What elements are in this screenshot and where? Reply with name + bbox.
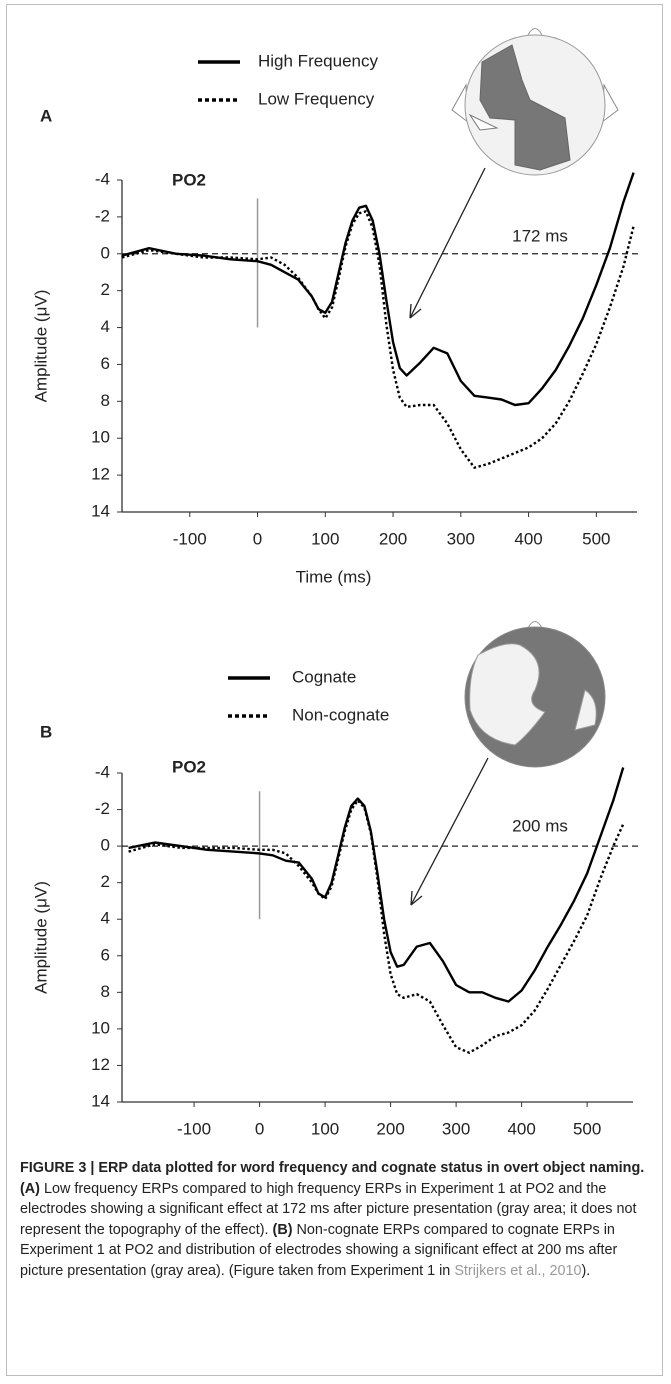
x-tick-label: -100 <box>173 529 207 548</box>
x-tick-label: 300 <box>447 529 475 548</box>
x-tick-label: 400 <box>514 529 542 548</box>
series-line <box>121 210 635 469</box>
caption-title: FIGURE 3 | ERP data plotted for word fre… <box>20 1160 645 1176</box>
x-axis-label: Time (ms) <box>296 567 372 586</box>
y-tick-label: 8 <box>101 391 110 410</box>
x-tick-label: 0 <box>253 529 262 548</box>
caption-text: Low frequency ERPs compared to high freq… <box>20 1180 637 1238</box>
y-tick-label: -4 <box>95 169 110 188</box>
legend-label: Non-cognate <box>292 705 389 724</box>
x-tick-label: 100 <box>311 1119 339 1138</box>
arrow <box>410 757 489 906</box>
caption-label: (B) <box>272 1221 293 1238</box>
latency-label: 172 ms <box>512 226 568 245</box>
x-tick-label: 500 <box>573 1119 601 1138</box>
y-tick-label: 6 <box>101 354 110 373</box>
x-tick-label: 300 <box>442 1119 470 1138</box>
series-line <box>128 767 625 1003</box>
arrow-head <box>410 890 423 906</box>
y-tick-label: 8 <box>101 982 110 1001</box>
scalp-map <box>451 28 619 176</box>
x-tick-label: -100 <box>177 1119 211 1138</box>
arrow-head <box>409 303 422 319</box>
x-tick-label: 500 <box>582 529 610 548</box>
latency-label: 200 ms <box>512 816 568 835</box>
y-axis-label: Amplitude (μV) <box>31 881 50 994</box>
y-tick-label: 10 <box>91 1018 110 1037</box>
x-tick-label: 400 <box>507 1119 535 1138</box>
channel-label: PO2 <box>172 170 206 189</box>
series-line <box>128 799 625 1054</box>
y-tick-label: 2 <box>101 280 110 299</box>
x-tick-label: 0 <box>255 1119 264 1138</box>
y-tick-label: 2 <box>101 872 110 891</box>
y-tick-label: 0 <box>101 243 110 262</box>
y-tick-label: -2 <box>95 206 110 225</box>
y-tick-label: 4 <box>101 317 110 336</box>
y-tick-label: 14 <box>91 501 110 520</box>
legend-label: Cognate <box>292 667 356 686</box>
figure-frame <box>6 4 663 1376</box>
y-tick-label: -4 <box>95 762 110 781</box>
scalp-map <box>464 621 606 768</box>
series-line <box>121 172 635 407</box>
caption-text: ). <box>581 1262 591 1279</box>
panel-label: B <box>40 722 52 741</box>
legend-label: Low Frequency <box>258 89 375 108</box>
y-tick-label: 4 <box>101 909 110 928</box>
caption: FIGURE 3 | ERP data plotted for word fre… <box>20 1158 656 1281</box>
caption-label: (A) <box>20 1180 40 1197</box>
x-tick-label: 200 <box>376 1119 404 1138</box>
citation-link[interactable]: Strijkers et al., 2010 <box>454 1262 582 1279</box>
arrow <box>409 167 486 319</box>
caption-text: Non-cognate ERPs compared to cognate ERP… <box>20 1221 618 1279</box>
y-tick-label: 0 <box>101 836 110 855</box>
y-tick-label: 6 <box>101 945 110 964</box>
y-tick-label: 10 <box>91 428 110 447</box>
y-tick-label: 12 <box>91 1055 110 1074</box>
y-tick-label: 14 <box>91 1091 110 1110</box>
y-tick-label: 12 <box>91 465 110 484</box>
channel-label: PO2 <box>172 757 206 776</box>
legend-label: High Frequency <box>258 51 379 70</box>
panel-label: A <box>40 106 52 125</box>
y-tick-label: -2 <box>95 799 110 818</box>
y-axis-label: Amplitude (μV) <box>31 290 50 403</box>
x-tick-label: 100 <box>311 529 339 548</box>
x-tick-label: 200 <box>379 529 407 548</box>
